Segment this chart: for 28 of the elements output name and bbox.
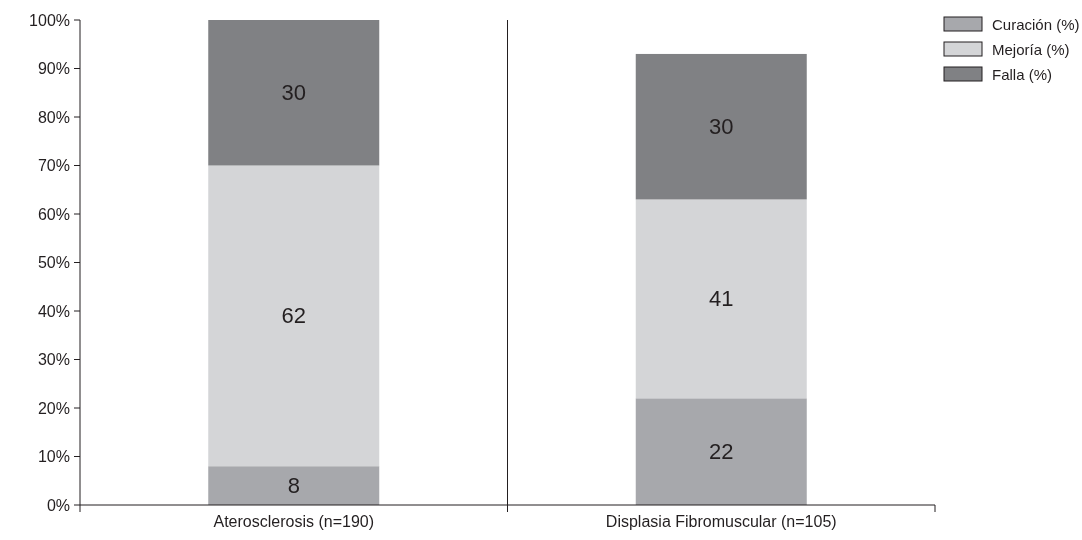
data-label: 30: [709, 114, 734, 140]
data-label: 8: [287, 473, 300, 499]
y-tick-label: 100%: [29, 11, 70, 29]
y-tick-label: 20%: [37, 399, 70, 417]
y-tick-label: 70%: [37, 157, 70, 174]
y-tick-label: 30%: [37, 351, 70, 368]
y-tick-label: 80%: [37, 108, 70, 126]
legend-label: Mejoría (%): [992, 40, 1070, 58]
y-tick-label: 40%: [37, 302, 70, 320]
bar: [635, 199, 807, 399]
bar: [635, 398, 807, 505]
x-tick-label: Displasia Fibromuscular (n=105): [605, 513, 837, 530]
y-tick-label: 10%: [37, 448, 70, 465]
y-tick-label: 60%: [37, 205, 70, 223]
bar: [208, 20, 380, 166]
legend-label: Curación (%): [992, 15, 1080, 33]
legend-label: Falla (%): [992, 65, 1053, 83]
bar: [208, 466, 380, 505]
data-label: 62: [281, 303, 306, 329]
y-tick-label: 0%: [46, 496, 70, 514]
data-label: 22: [709, 439, 734, 465]
data-label: 30: [281, 80, 306, 106]
y-tick-label: 50%: [37, 254, 70, 271]
bar: [208, 165, 380, 467]
y-tick-label: 90%: [37, 60, 70, 77]
bar: [635, 53, 807, 200]
x-tick-label: Aterosclerosis (n=190): [213, 513, 375, 530]
data-label: 41: [709, 286, 734, 312]
